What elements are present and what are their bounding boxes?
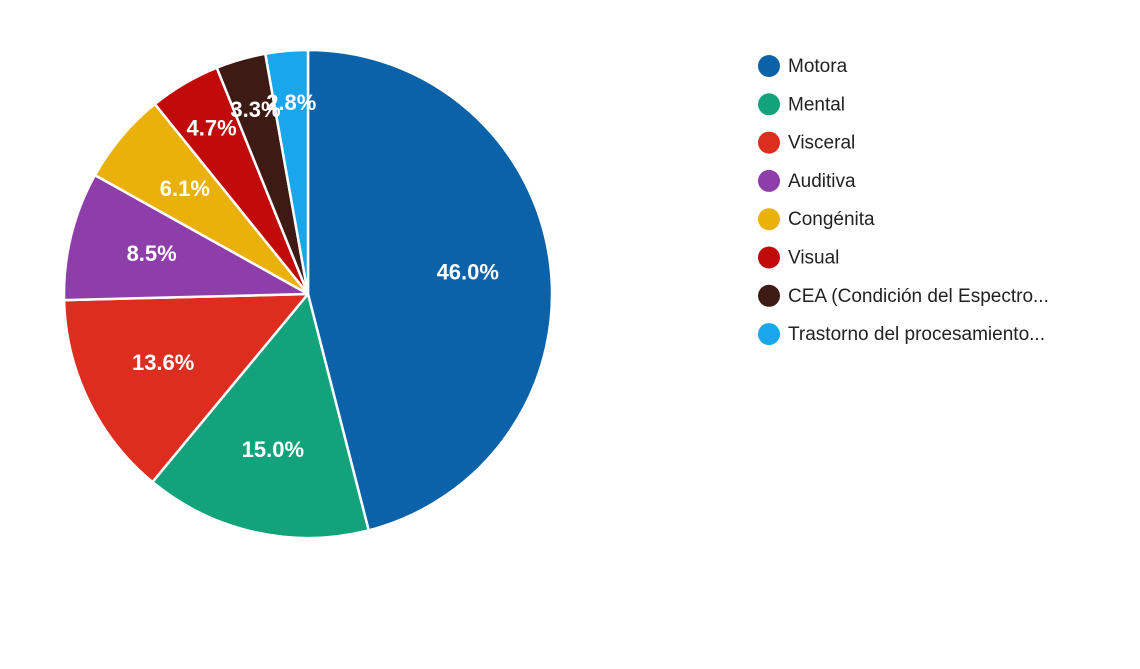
pie-slice-mental[interactable] — [151, 292, 370, 540]
legend-label: Mental — [788, 94, 845, 115]
legend-item-trastorno-del-procesamiento[interactable]: Trastorno del procesamiento... — [758, 323, 1045, 345]
data-label-congenita: 6.1% — [160, 176, 210, 201]
legend-label: Auditiva — [788, 171, 856, 192]
data-label-cea-condicion-del-espectro: 3.3% — [230, 97, 280, 122]
pie-slice-trastorno-del-procesamiento[interactable] — [264, 48, 310, 296]
legend-item-cea-condicion-del-espectro[interactable]: CEA (Condición del Espectro... — [758, 284, 1049, 307]
legend-item-visual[interactable]: Visual — [758, 246, 839, 269]
legend-label: CEA (Condición del Espectro... — [788, 286, 1049, 307]
legend-label: Visceral — [788, 133, 855, 154]
data-label-auditiva: 8.5% — [127, 241, 177, 266]
slice-labels: 46.0% 15.0% 13.6% 8.5% 6.1% 4.7%3.3%2.8% — [127, 90, 499, 462]
pie-slice-motora[interactable] — [306, 48, 554, 532]
pie-slices — [62, 48, 554, 540]
data-label-trastorno-del-procesamiento: 2.8% — [266, 90, 316, 115]
legend-swatch — [758, 55, 780, 77]
data-label-motora: 46.0% — [437, 260, 499, 285]
legend-swatch — [758, 208, 780, 231]
legend-label: Trastorno del procesamiento... — [788, 324, 1045, 345]
pie-slice-auditiva[interactable] — [62, 173, 310, 302]
legend: Motora Mental Visceral Auditiva Congénita Vis… — [758, 55, 1049, 345]
legend-label: Motora — [788, 56, 848, 77]
legend-swatch — [758, 246, 780, 269]
legend-item-congenita[interactable]: Congénita — [758, 208, 875, 230]
legend-swatch — [758, 323, 780, 346]
legend-swatch — [758, 284, 780, 307]
pie-slice-visceral[interactable] — [62, 292, 310, 484]
legend-swatch — [758, 93, 780, 116]
legend-swatch — [758, 169, 780, 192]
data-label-visual: 4.7% — [187, 116, 237, 141]
legend-swatch — [758, 131, 780, 154]
data-label-mental: 15.0% — [242, 437, 304, 462]
legend-item-motora[interactable]: Motora — [758, 55, 848, 77]
legend-label: Visual — [788, 248, 839, 269]
legend-item-visceral[interactable]: Visceral — [758, 131, 855, 154]
legend-label: Congénita — [788, 209, 875, 230]
legend-item-auditiva[interactable]: Auditiva — [758, 169, 856, 192]
data-label-visceral: 13.6% — [132, 350, 194, 375]
legend-item-mental[interactable]: Mental — [758, 93, 845, 115]
